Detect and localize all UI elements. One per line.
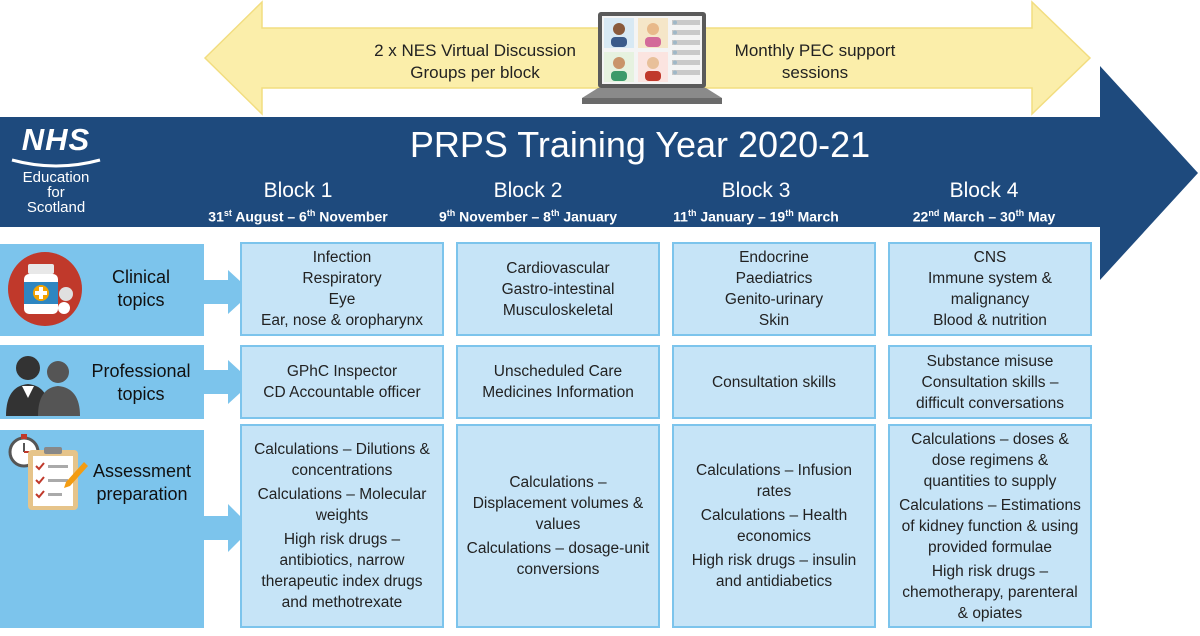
video-call-laptop-icon bbox=[582, 12, 722, 104]
virtual-discussion-text: 2 x NES Virtual Discussion Groups per bl… bbox=[374, 41, 576, 82]
block-name: Block 1 bbox=[263, 179, 333, 202]
logo-line-2: for bbox=[47, 184, 65, 201]
assessment-preparation-label: Assessment preparation bbox=[92, 461, 192, 504]
professionals-icon bbox=[6, 356, 80, 416]
assessment-block-1-cell: Calculations – Dilutions & concentrations… bbox=[240, 424, 444, 628]
assessment-block-3-cell: Calculations – Infusion rates Calculation… bbox=[672, 424, 876, 628]
pec-support-text: Monthly PEC support sessions bbox=[734, 41, 896, 82]
block-dates: 31st August – 6th November bbox=[208, 208, 388, 225]
block-3-header: Block 3 11th January – 19th March bbox=[646, 178, 866, 226]
professional-block-3-cell: Consultation skills bbox=[672, 345, 876, 419]
page-title: PRPS Training Year 2020-21 bbox=[409, 124, 871, 165]
assessment-block-2-cell: Calculations – Displacement volumes & valu… bbox=[456, 424, 660, 628]
block-2-header: Block 2 9th November – 8th January bbox=[418, 178, 638, 226]
professional-topics-label: Professional topics bbox=[91, 361, 191, 404]
clinical-block-1-cell: Infection Respiratory Eye Ear, nose & oroph… bbox=[240, 242, 444, 336]
timeline-arrow bbox=[0, 66, 1198, 280]
clinical-block-4-cell: CNS Immune system & malignancy Blood & nutr… bbox=[888, 242, 1092, 336]
block-name: Block 4 bbox=[949, 179, 1019, 202]
professional-block-4-cell: Substance misuse Consultation skills – dif… bbox=[888, 345, 1092, 419]
block-4-header: Block 4 22nd March – 30th May bbox=[874, 178, 1094, 226]
professional-block-1-cell: GPhC Inspector CD Accountable officer bbox=[240, 345, 444, 419]
clinical-block-3-cell: Endocrine Paediatrics Genito-urinary Skin bbox=[672, 242, 876, 336]
professional-block-2-cell: Unscheduled Care Medicines Information bbox=[456, 345, 660, 419]
block-name: Block 2 bbox=[493, 179, 563, 202]
block-1-header: Block 1 31st August – 6th November bbox=[188, 178, 408, 226]
block-dates: 22nd March – 30th May bbox=[912, 208, 1056, 225]
medicine-bottle-icon bbox=[8, 252, 82, 326]
block-name: Block 3 bbox=[721, 179, 791, 202]
logo-swoosh-icon bbox=[11, 158, 101, 168]
clinical-topics-label: Clinical topics bbox=[111, 267, 171, 310]
assessment-clipboard-icon bbox=[8, 434, 88, 510]
logo-line-1: Education bbox=[22, 169, 90, 186]
clinical-block-2-cell: Cardiovascular Gastro-intestinal Musculosk… bbox=[456, 242, 660, 336]
nhs-education-scotland-logo: NHS Education for Scotland bbox=[8, 124, 104, 215]
block-dates: 11th January – 19th March bbox=[673, 208, 839, 225]
block-dates: 9th November – 8th January bbox=[438, 208, 618, 225]
assessment-block-4-cell: Calculations – doses & dose regimens & qua… bbox=[888, 424, 1092, 628]
nhs-wordmark: NHS bbox=[21, 122, 91, 157]
logo-line-3: Scotland bbox=[26, 199, 86, 216]
